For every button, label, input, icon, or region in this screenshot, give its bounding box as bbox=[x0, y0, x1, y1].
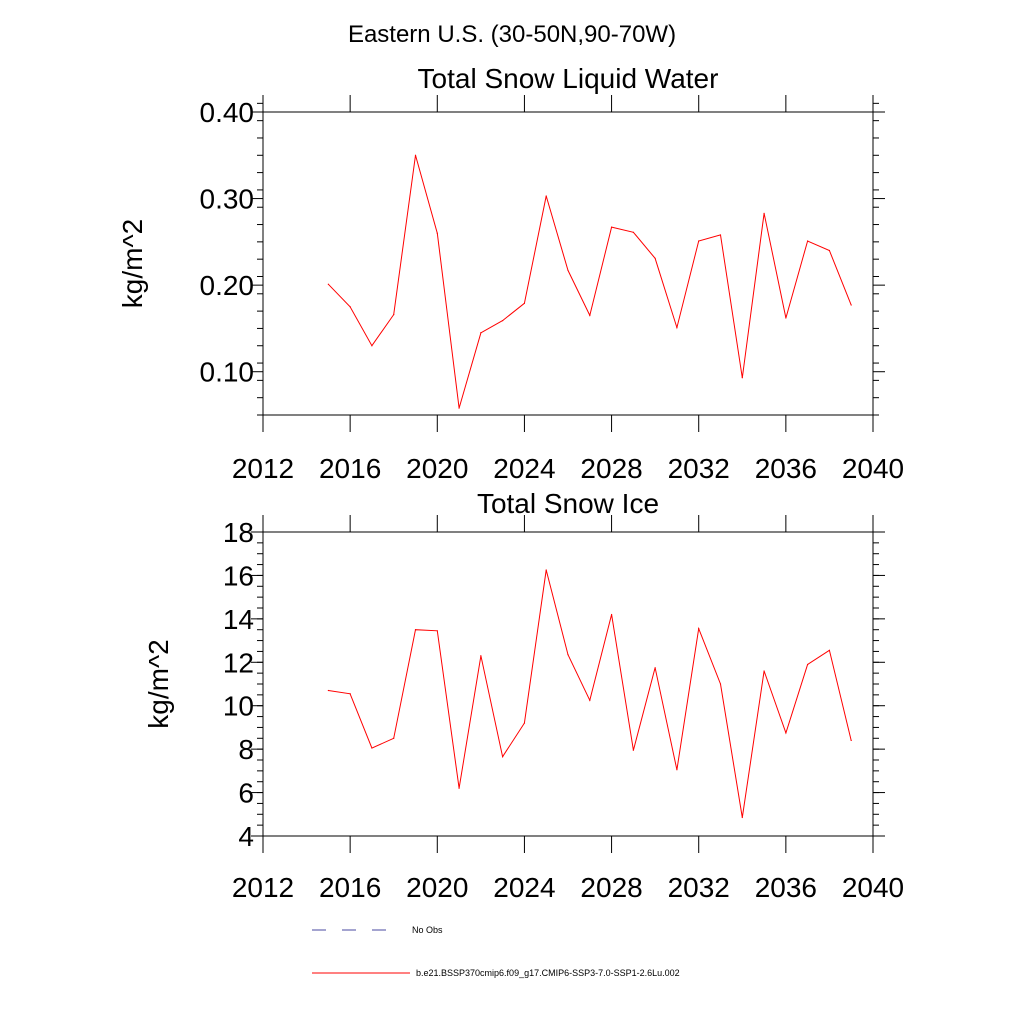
y-tick-label: 0.40 bbox=[200, 97, 255, 128]
data-point bbox=[458, 787, 460, 789]
data-point bbox=[371, 345, 373, 347]
data-point bbox=[589, 314, 591, 317]
data-point bbox=[741, 816, 743, 819]
data-point bbox=[850, 739, 852, 742]
data-point bbox=[676, 326, 678, 329]
data-point bbox=[763, 212, 765, 214]
data-point bbox=[654, 667, 656, 669]
plot-frame bbox=[262, 531, 874, 837]
x-tick-label: 2036 bbox=[755, 453, 817, 484]
figure-suptitle: Eastern U.S. (30-50N,90-70W) bbox=[348, 21, 676, 48]
data-point bbox=[654, 257, 656, 259]
plot-frame bbox=[262, 111, 874, 416]
data-point bbox=[828, 249, 831, 252]
data-point bbox=[807, 663, 809, 666]
data-point bbox=[785, 317, 787, 319]
y-tick-label: 0.20 bbox=[200, 270, 255, 301]
data-point bbox=[458, 407, 460, 409]
y-axis-label: kg/m^2 bbox=[117, 219, 148, 308]
data-point bbox=[502, 756, 504, 758]
data-point bbox=[741, 377, 743, 379]
x-tick-label: 2016 bbox=[319, 872, 381, 903]
data-point bbox=[393, 737, 395, 739]
series-line-liquid-water bbox=[328, 155, 852, 409]
chart-title: Total Snow Ice bbox=[477, 488, 659, 519]
data-point bbox=[436, 232, 438, 234]
x-tick-label: 2040 bbox=[842, 453, 904, 484]
y-tick-label: 16 bbox=[223, 560, 254, 591]
data-point bbox=[480, 655, 482, 657]
y-tick-label: 8 bbox=[238, 734, 254, 765]
x-tick-label: 2020 bbox=[406, 872, 468, 903]
series-line-snow-ice bbox=[328, 569, 852, 818]
data-point bbox=[436, 630, 438, 632]
panel-snow-ice: Total Snow Ice 2012 2016 2020 2024 2028 2032 20… bbox=[143, 488, 904, 903]
data-point bbox=[698, 240, 700, 242]
data-point bbox=[327, 689, 329, 692]
data-point bbox=[414, 629, 417, 631]
x-tick-label: 2016 bbox=[319, 453, 381, 484]
y-tick-label: 14 bbox=[223, 604, 254, 635]
legend: No Obs b.e21.BSSP370cmip6.f09_g17.CMIP6-… bbox=[312, 925, 680, 978]
y-tick-label: 0.30 bbox=[200, 184, 255, 215]
data-point bbox=[850, 304, 852, 306]
legend-model-run-label: b.e21.BSSP370cmip6.f09_g17.CMIP6-SSP3-7.… bbox=[416, 968, 680, 978]
panel-snow-liquid-water: Total Snow Liquid Water 2012 2016 2020 2024 2… bbox=[117, 63, 904, 484]
data-point bbox=[545, 569, 547, 571]
x-tick-label: 2040 bbox=[842, 872, 904, 903]
x-tick-label: 2028 bbox=[580, 872, 642, 903]
y-tick-label: 10 bbox=[223, 691, 254, 722]
data-point bbox=[785, 732, 787, 734]
x-tick-label: 2032 bbox=[668, 872, 730, 903]
data-point bbox=[545, 195, 547, 197]
x-tick-label: 2028 bbox=[580, 453, 642, 484]
data-point bbox=[480, 332, 482, 334]
data-point bbox=[632, 749, 634, 751]
data-point bbox=[589, 699, 591, 701]
y-tick-label: 0.10 bbox=[200, 357, 255, 388]
data-point bbox=[719, 234, 722, 236]
y-tick-label: 12 bbox=[223, 647, 254, 678]
y-axis-label: kg/m^2 bbox=[143, 639, 174, 728]
data-point bbox=[523, 722, 526, 724]
data-point bbox=[414, 154, 417, 156]
data-point bbox=[763, 670, 765, 672]
legend-no-obs-label: No Obs bbox=[412, 925, 443, 935]
data-point bbox=[719, 683, 722, 685]
data-point bbox=[610, 226, 613, 228]
data-point bbox=[567, 269, 569, 272]
x-tick-label: 2024 bbox=[493, 872, 555, 903]
x-tick-label: 2012 bbox=[232, 453, 294, 484]
data-point bbox=[698, 628, 700, 630]
x-tick-label: 2012 bbox=[232, 872, 294, 903]
data-point bbox=[523, 302, 526, 304]
data-point bbox=[676, 769, 678, 771]
data-point bbox=[502, 320, 504, 322]
data-point bbox=[371, 747, 373, 749]
y-tick-label: 4 bbox=[238, 821, 254, 852]
x-tick-label: 2032 bbox=[668, 453, 730, 484]
data-point bbox=[610, 613, 613, 616]
y-tick-label: 18 bbox=[223, 517, 254, 548]
data-point bbox=[567, 654, 569, 656]
data-point bbox=[393, 313, 395, 316]
x-tick-label: 2020 bbox=[406, 453, 468, 484]
data-point bbox=[327, 283, 329, 285]
data-point bbox=[807, 240, 809, 242]
y-tick-label: 6 bbox=[238, 778, 254, 809]
data-point bbox=[828, 649, 831, 651]
data-point bbox=[632, 231, 634, 233]
x-tick-label: 2024 bbox=[493, 453, 555, 484]
x-tick-label: 2036 bbox=[755, 872, 817, 903]
data-point bbox=[349, 306, 351, 308]
data-point bbox=[349, 693, 351, 695]
chart-title: Total Snow Liquid Water bbox=[418, 63, 719, 94]
